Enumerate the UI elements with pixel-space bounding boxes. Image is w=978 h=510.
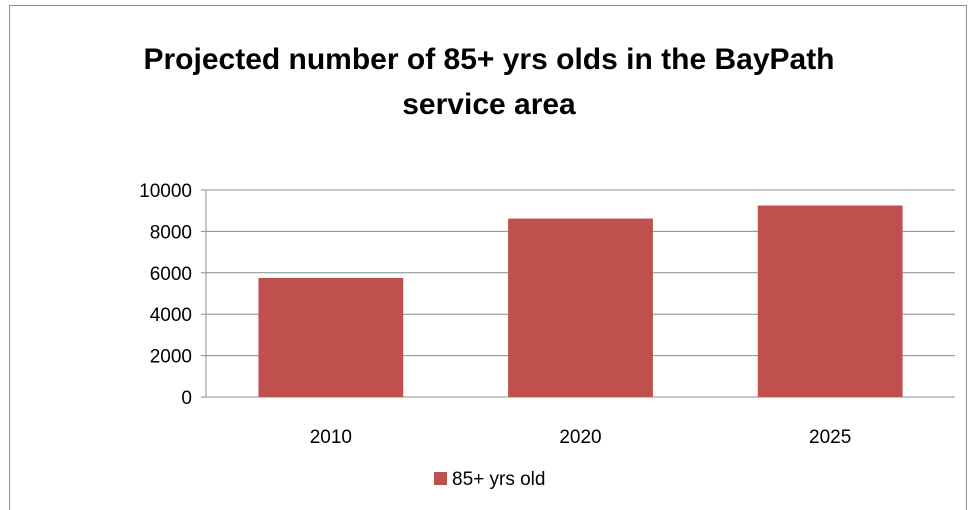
chart-title-line-2: service area (402, 88, 576, 121)
chart-title: Projected number of 85+ yrs olds in the … (0, 37, 978, 127)
x-tick-label: 2020 (559, 427, 601, 448)
bar-2010 (258, 277, 404, 397)
bar-2020 (508, 218, 653, 397)
y-tick-label: 4000 (150, 305, 192, 326)
chart-title-line-1: Projected number of 85+ yrs olds in the … (143, 43, 835, 76)
y-tick-label: 6000 (150, 264, 192, 285)
y-tick-label: 8000 (150, 222, 192, 243)
y-tick-label: 10000 (139, 181, 192, 202)
y-tick-label: 0 (181, 388, 192, 409)
legend-label: 85+ yrs old (452, 469, 545, 490)
x-tick-label: 2010 (310, 427, 352, 448)
y-tick-label: 2000 (150, 347, 192, 368)
x-tick-label: 2025 (809, 427, 851, 448)
bar-2025 (757, 205, 903, 397)
legend-swatch (434, 472, 447, 485)
